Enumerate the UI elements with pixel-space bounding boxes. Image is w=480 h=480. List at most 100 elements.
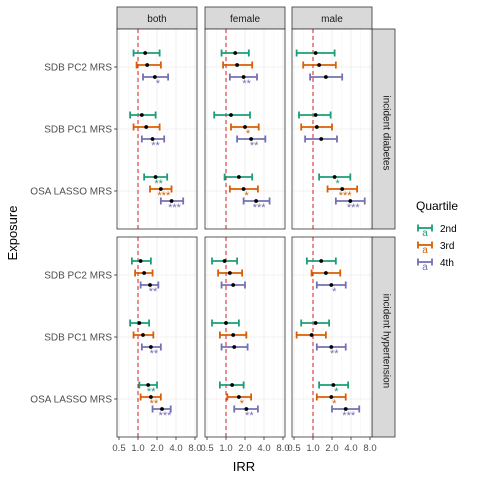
estimate-3rd: [300, 123, 333, 131]
y-tick-label: SDB PC1 MRS: [44, 333, 112, 344]
estimate-2nd: [132, 49, 161, 57]
x-tick-label: 0.5: [200, 443, 213, 454]
estimate-4th: **: [228, 73, 258, 90]
x-tick-label: 8.0: [188, 443, 201, 454]
significance-label: *: [335, 178, 340, 190]
panel-incident-hypertension-male: [292, 237, 372, 437]
estimate-3rd: [217, 269, 244, 277]
x-tick-label: 1.0: [219, 443, 232, 454]
facet-strip-label-incident-hypertension: incident hypertension: [381, 294, 392, 389]
estimate-2nd: *: [318, 381, 350, 398]
estimate-4th: **: [140, 135, 166, 152]
panel-incident-hypertension-female: [205, 237, 285, 437]
facet-strip-label-incident-diabetes: incident diabetes: [381, 95, 392, 170]
estimate-2nd: [295, 49, 336, 57]
legend-entry-3rd: a 3rd: [417, 241, 454, 256]
estimate-2nd: **: [138, 381, 158, 398]
estimate-2nd: *: [318, 173, 352, 190]
point-estimate: [146, 383, 151, 387]
x-tick-label: 4.0: [257, 443, 270, 454]
estimate-4th: ***: [159, 197, 185, 214]
legend-entry-label: 4th: [440, 258, 454, 269]
point-estimate: [236, 395, 241, 399]
point-estimate: [138, 259, 143, 263]
estimate-3rd: ***: [149, 185, 173, 202]
x-tick-label: 1.0: [131, 443, 144, 454]
point-estimate: [227, 271, 232, 275]
y-axis-label: Exposure: [5, 206, 20, 261]
x-tick-label: 0.5: [287, 443, 300, 454]
point-estimate: [243, 125, 247, 129]
point-estimate: [254, 199, 259, 203]
estimate-3rd: [132, 331, 155, 339]
significance-label: ***: [168, 202, 182, 214]
estimate-4th: **: [139, 281, 160, 298]
estimate-4th: ***: [334, 197, 366, 214]
estimate-2nd: [305, 257, 337, 265]
panel-border: [204, 28, 286, 230]
point-estimate: [150, 137, 155, 141]
point-estimate: [148, 283, 152, 287]
x-tick-label: 4.0: [169, 443, 182, 454]
significance-label: ***: [253, 202, 267, 214]
estimate-3rd: *: [230, 123, 260, 140]
estimate-2nd: **: [143, 173, 169, 190]
significance-label: **: [154, 178, 163, 190]
point-estimate: [160, 407, 164, 411]
point-estimate: [236, 175, 241, 179]
legend-key-glyph: a: [422, 228, 428, 239]
estimate-3rd: [310, 269, 342, 277]
point-estimate: [313, 321, 318, 325]
estimate-3rd: ***: [326, 185, 359, 202]
estimate-2nd: [298, 111, 332, 119]
significance-label: **: [245, 410, 254, 422]
estimate-4th: **: [236, 135, 267, 152]
point-estimate: [137, 321, 142, 325]
estimate-4th: ***: [242, 197, 271, 214]
facet-strip-label-both: both: [147, 14, 166, 25]
point-estimate: [224, 321, 228, 325]
y-tick-label: OSA LASSO MRS: [30, 187, 112, 198]
estimate-4th: *: [315, 281, 347, 298]
panel-incident-diabetes-both: [117, 29, 197, 229]
point-estimate: [244, 407, 249, 411]
point-estimate: [241, 75, 246, 79]
y-tick-label: SDB PC2 MRS: [44, 271, 112, 282]
significance-label: *: [240, 398, 245, 410]
point-estimate: [148, 395, 153, 399]
significance-label: **: [151, 140, 160, 152]
estimate-4th: *: [142, 73, 170, 90]
point-estimate: [235, 63, 240, 67]
point-estimate: [340, 187, 345, 191]
estimate-3rd: [135, 61, 162, 69]
significance-label: *: [334, 386, 339, 398]
estimate-3rd: [132, 123, 161, 131]
point-estimate: [323, 271, 328, 275]
estimate-2nd: [223, 173, 254, 181]
estimate-4th: [220, 281, 246, 289]
point-estimate: [314, 125, 319, 129]
estimate-2nd: [130, 257, 152, 265]
legend-entry-label: 2nd: [440, 224, 457, 235]
x-tick-label: 0.5: [112, 443, 125, 454]
point-estimate: [231, 283, 236, 287]
point-estimate: [229, 113, 233, 117]
panel-incident-diabetes-female: [205, 29, 285, 229]
point-estimate: [241, 187, 246, 191]
estimate-4th: **: [233, 405, 259, 422]
significance-label: *: [244, 190, 249, 202]
estimate-2nd: [220, 49, 250, 57]
point-estimate: [145, 63, 150, 67]
panel-incident-hypertension-both: [117, 237, 197, 437]
point-estimate: [141, 333, 145, 337]
x-tick-label: 1.0: [306, 443, 319, 454]
significance-label: **: [149, 286, 158, 298]
estimate-4th: ***: [331, 405, 361, 422]
point-estimate: [343, 407, 348, 411]
estimate-3rd: *: [228, 185, 259, 202]
estimate-4th: **: [315, 343, 347, 360]
point-estimate: [313, 51, 318, 55]
estimate-4th: [304, 135, 338, 143]
estimate-3rd: [134, 269, 154, 277]
